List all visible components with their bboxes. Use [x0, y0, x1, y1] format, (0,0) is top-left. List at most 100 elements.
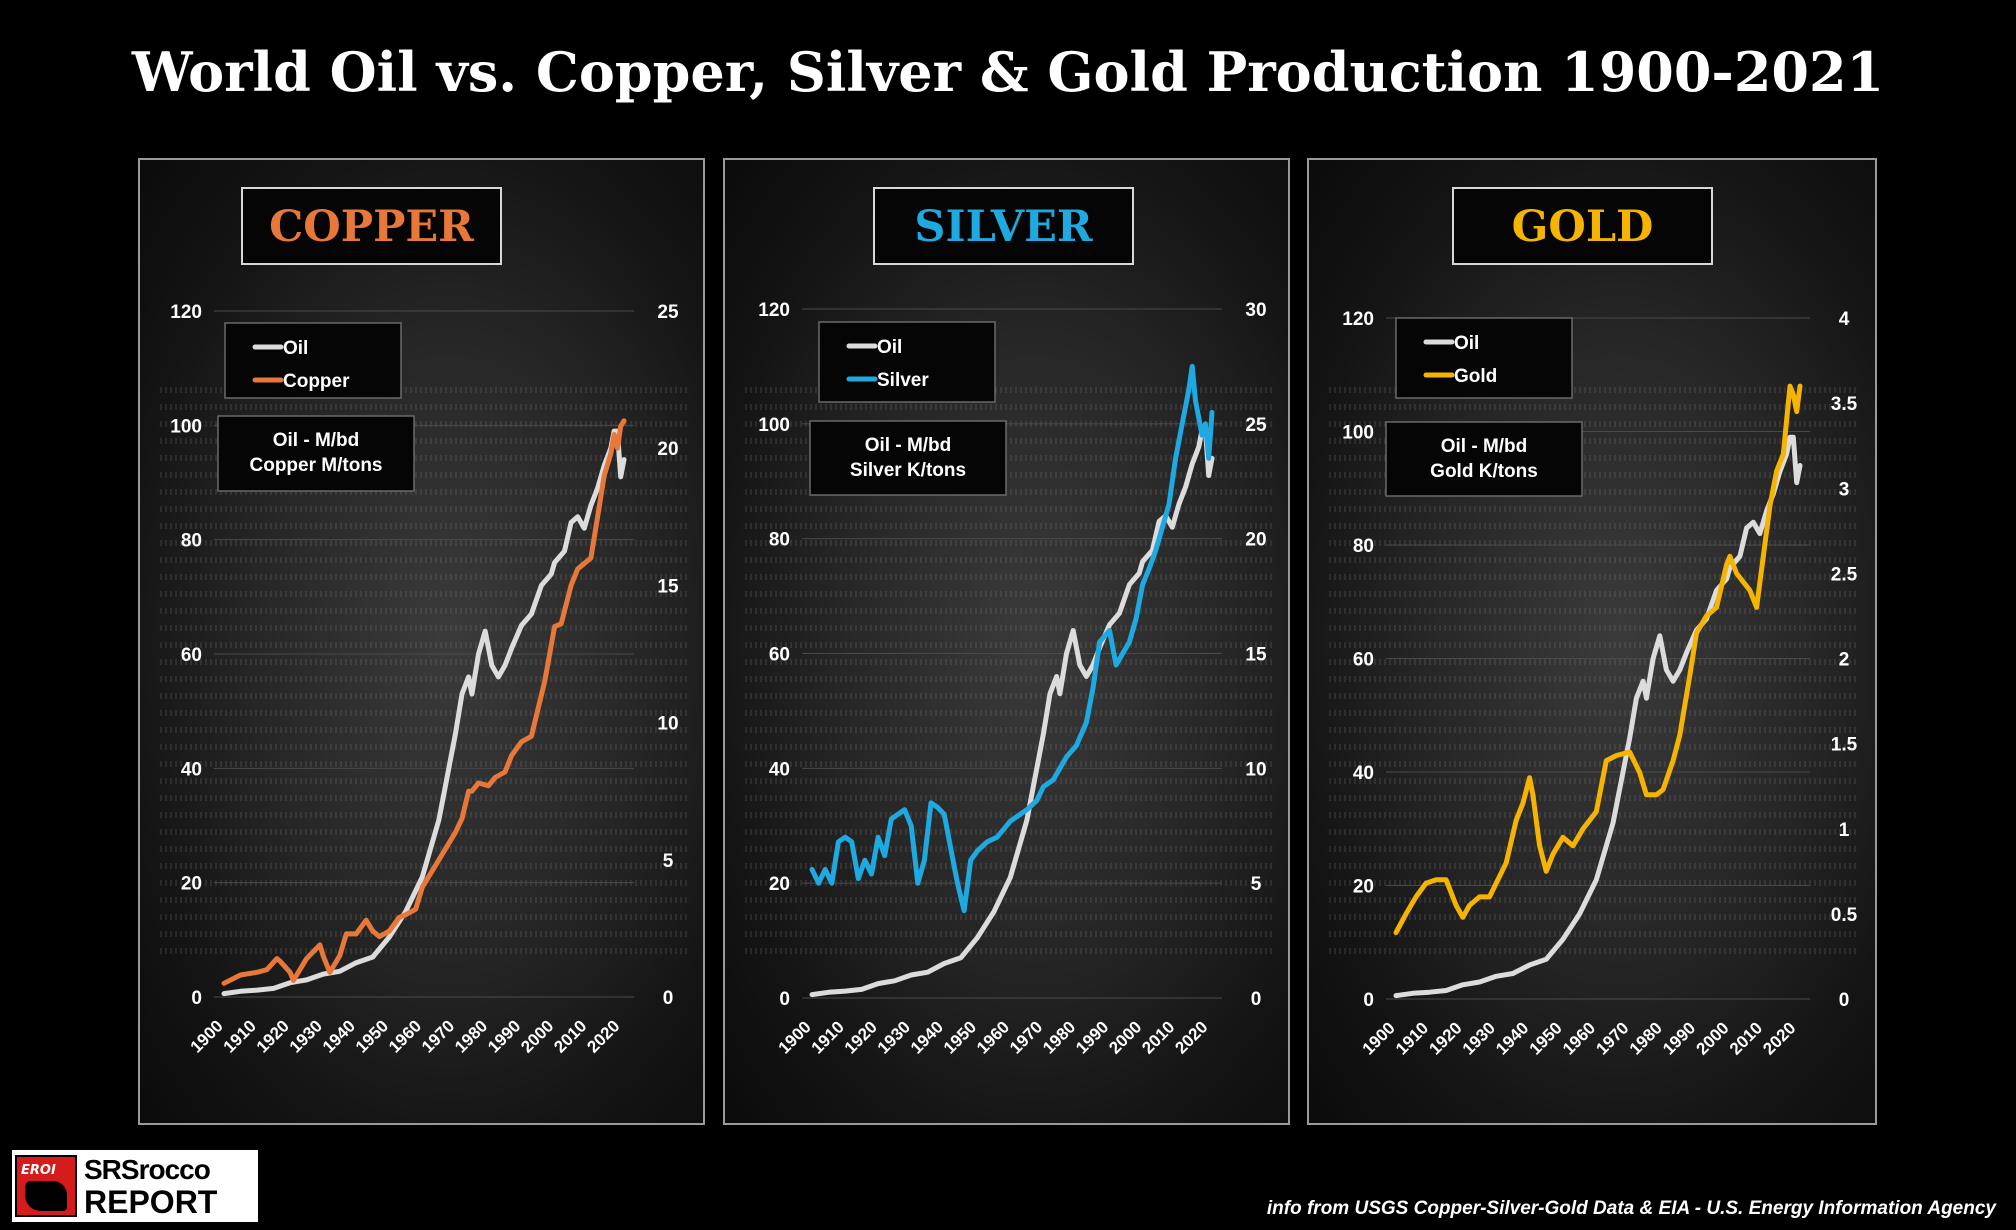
units-note-box	[217, 415, 415, 492]
right-axis-tick-label: 0.5	[1831, 905, 1858, 926]
chart-title-box	[1452, 187, 1713, 265]
map-shape-icon	[25, 1181, 67, 1211]
left-axis-tick-label: 60	[1353, 650, 1374, 671]
gold-chart-panel: 0 20 40 60 80 100 120 0 0.5 1 1.5 2 2.5 3 3.5 4 1900 1910…	[1307, 158, 1877, 1125]
left-axis-tick-label: 100	[758, 415, 790, 436]
x-axis-tick-label: 1920	[253, 1016, 293, 1056]
x-axis-tick-label: 1950	[940, 1017, 980, 1057]
legend-label-oil: Oil	[283, 338, 308, 359]
x-axis-tick-label: 1950	[352, 1016, 392, 1056]
left-axis-tick-label: 0	[191, 988, 202, 1009]
x-axis-tick-label: 2020	[1171, 1017, 1211, 1057]
right-axis-tick-label: 0	[1251, 989, 1262, 1010]
left-axis-tick-label: 80	[769, 530, 790, 551]
units-note-box	[1385, 421, 1583, 497]
x-axis-tick-label: 1900	[775, 1017, 815, 1057]
right-axis-tick-label: 30	[1245, 300, 1266, 321]
legend-label-oil: Oil	[1454, 333, 1479, 354]
series-line-copper	[221, 418, 627, 986]
left-axis-tick-label: 20	[181, 874, 202, 895]
x-axis-tick-label: 1960	[1559, 1018, 1599, 1058]
x-axis-tick-label: 1960	[385, 1016, 425, 1056]
x-axis-tick-label: 1940	[907, 1017, 947, 1057]
x-axis-tick-label: 1990	[1072, 1017, 1112, 1057]
x-axis-tick-label: 2020	[583, 1016, 623, 1056]
right-axis-tick-label: 0	[663, 988, 674, 1009]
x-axis-tick-label: 1980	[1039, 1017, 1079, 1057]
x-axis-tick-label: 2000	[1105, 1017, 1145, 1057]
right-axis-tick-label: 3	[1839, 479, 1850, 500]
chart-svg: 0 20 40 60 80 100 120 0 0.5 1 1.5 2 2.5 3 3.5 4 19001910…	[1329, 187, 1859, 1059]
right-axis-tick-label: 20	[657, 439, 678, 460]
series-line-oil	[221, 428, 627, 997]
series-line-oil	[809, 427, 1215, 998]
left-axis-tick-label: 100	[1342, 423, 1374, 444]
x-axis-tick-label: 1970	[418, 1016, 458, 1056]
x-axis-tick-label: 1970	[1006, 1017, 1046, 1057]
left-axis-tick-label: 20	[1353, 877, 1374, 898]
series-line-oil	[1393, 434, 1803, 999]
left-axis-tick-label: 0	[1363, 990, 1374, 1011]
left-axis-tick-label: 120	[170, 302, 202, 323]
units-note-line: Oil - M/bd	[865, 435, 952, 456]
x-axis-tick-label: 1900	[1359, 1018, 1399, 1058]
silver-chart-panel: 0 20 40 60 80 100 120 0 5 10 15 20 25 30 1900 1910 1920 1…	[723, 158, 1290, 1125]
srsrocco-logo: EROI SRSrocco REPORT	[12, 1150, 258, 1222]
right-axis-tick-label: 1	[1839, 820, 1850, 841]
chart-title-box	[241, 187, 502, 265]
legend-label-copper: Copper	[283, 371, 350, 392]
left-axis-tick-label: 40	[181, 759, 202, 780]
left-axis-tick-label: 100	[170, 416, 202, 437]
map-texture	[1329, 387, 1859, 954]
units-note-line: Gold K/tons	[1430, 461, 1538, 482]
x-axis-tick-label: 2010	[550, 1016, 590, 1056]
x-axis-tick-label: 2010	[1138, 1017, 1178, 1057]
left-axis-tick-label: 80	[1353, 536, 1374, 557]
units-note-line: Oil - M/bd	[1441, 436, 1528, 457]
left-axis-tick-label: 40	[1353, 763, 1374, 784]
copper-chart-panel: 0 20 40 60 80 100 120 0 5 10 15 20 25 1900 1910 1920 193…	[138, 158, 705, 1125]
x-axis-tick-label: 1980	[451, 1016, 491, 1056]
x-axis-tick-label: 1980	[1626, 1018, 1666, 1058]
logo-brand-name: SRSrocco	[84, 1154, 211, 1185]
x-axis-tick-label: 2000	[517, 1016, 557, 1056]
right-axis-tick-label: 0	[1839, 990, 1850, 1011]
x-axis-tick-label: 1900	[187, 1016, 227, 1056]
chart-title: COPPER	[269, 202, 474, 252]
eroi-badge-text: EROI	[21, 1163, 56, 1178]
units-note-line: Copper M/tons	[250, 455, 383, 476]
right-axis-tick-label: 4	[1839, 309, 1850, 330]
right-axis-tick-label: 3.5	[1831, 394, 1858, 415]
x-axis-tick-label: 1990	[484, 1016, 524, 1056]
right-axis-tick-label: 20	[1245, 530, 1266, 551]
x-axis-tick-label: 1910	[220, 1016, 260, 1056]
right-axis-tick-label: 10	[1245, 759, 1266, 780]
logo-brand-subtitle: REPORT	[84, 1184, 218, 1220]
x-axis-tick-label: 1940	[319, 1016, 359, 1056]
x-axis-tick-label: 1910	[1392, 1018, 1432, 1058]
left-axis-tick-label: 120	[758, 300, 790, 321]
chart-svg: 0204060801001200510152025301900191019201…	[745, 187, 1272, 1058]
series-line-gold	[1393, 383, 1803, 936]
x-axis-tick-label: 2010	[1726, 1018, 1766, 1058]
x-axis-tick-label: 1940	[1492, 1018, 1532, 1058]
right-axis-tick-label: 25	[1245, 415, 1267, 436]
left-axis-tick-label: 60	[769, 645, 790, 666]
left-axis-tick-label: 80	[181, 531, 202, 552]
x-axis-tick-label: 1930	[1459, 1018, 1499, 1058]
chart-svg: 0 20 40 60 80 100 120 0 5 10 15 20 25 190019101920193…	[160, 187, 687, 1057]
x-axis-tick-label: 1910	[808, 1017, 848, 1057]
x-axis-tick-label: 1950	[1526, 1018, 1566, 1058]
chart-title-box	[873, 187, 1134, 265]
units-note-line: Oil - M/bd	[273, 430, 360, 451]
x-axis-tick-label: 1960	[973, 1017, 1013, 1057]
left-axis-tick-label: 20	[769, 874, 790, 895]
legend-label-silver: Silver	[877, 370, 929, 391]
left-axis-tick-label: 0	[779, 989, 790, 1010]
series-line-silver	[809, 363, 1215, 914]
left-axis-tick-label: 40	[769, 759, 790, 780]
x-axis-tick-label: 1930	[286, 1016, 326, 1056]
right-axis-tick-label: 10	[657, 714, 678, 735]
chart-title: GOLD	[1512, 202, 1654, 252]
legend-box	[818, 321, 996, 403]
